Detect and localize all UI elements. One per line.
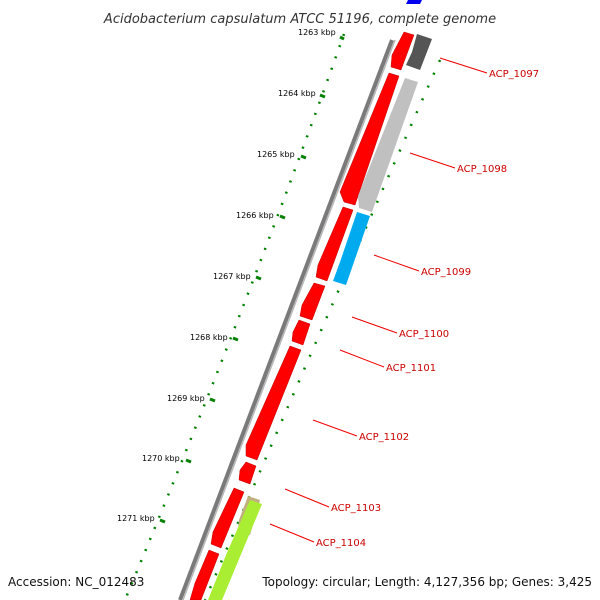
gene-labels: ACP_1097 ACP_1098 ACP_1099 ACP_1100 ACP_… xyxy=(316,69,539,549)
gene-forward-1103 xyxy=(238,461,257,485)
gene-label: ACP_1097 xyxy=(489,69,539,80)
gene-label: ACP_1099 xyxy=(421,267,471,278)
map-title: Acidobacterium capsulatum ATCC 51196, co… xyxy=(103,12,496,27)
tick-label: 1268 kbp xyxy=(190,333,228,342)
tick-label: 1267 kbp xyxy=(213,272,251,281)
tick-label: 1264 kbp xyxy=(278,89,316,98)
gene-forward-1100 xyxy=(299,282,326,321)
gene-label: ACP_1103 xyxy=(331,503,381,514)
tick-label: 1269 kbp xyxy=(167,394,205,403)
tick-labels: 1263 kbp 1264 kbp 1265 kbp 1266 kbp 1267… xyxy=(117,28,336,523)
gene-acp-1097-forward xyxy=(390,31,415,71)
topology-text: Topology: circular; Length: 4,127,356 bp… xyxy=(261,575,592,589)
accession-text: Accession: NC_012483 xyxy=(8,575,144,589)
genome-backbone-highlight xyxy=(182,39,396,600)
tick-label: 1263 kbp xyxy=(298,28,336,37)
gene-label: ACP_1101 xyxy=(386,363,436,374)
gene-forward-1104 xyxy=(210,487,245,549)
gene-label: ACP_1098 xyxy=(457,164,507,175)
gene-forward-1102 xyxy=(245,345,302,461)
callout-lines xyxy=(269,57,488,543)
tick-label: 1270 kbp xyxy=(142,454,180,463)
gene-forward-1099 xyxy=(315,206,354,282)
tick-label: 1265 kbp xyxy=(257,150,295,159)
gene-forward-1101 xyxy=(291,319,311,346)
gene-acp-1097 xyxy=(406,34,432,70)
forward-genes xyxy=(189,31,415,600)
genome-backbone xyxy=(178,39,394,600)
gene-label: ACP_1102 xyxy=(359,432,409,443)
gene-forward-1105 xyxy=(189,549,220,600)
gene-blue xyxy=(406,0,422,4)
gene-acp-1098-forward xyxy=(339,72,400,206)
outer-tick-ring xyxy=(123,33,346,600)
gene-acp-1098 xyxy=(358,78,418,212)
inner-dot-ring xyxy=(203,59,442,600)
gene-label: ACP_1104 xyxy=(316,538,366,549)
gene-acp-1104-lime xyxy=(208,500,262,600)
gene-label: ACP_1100 xyxy=(399,329,449,340)
tick-label: 1271 kbp xyxy=(117,514,155,523)
major-ticks xyxy=(159,35,345,524)
gene-acp-1099 xyxy=(333,212,370,285)
tick-label: 1266 kbp xyxy=(236,211,274,220)
